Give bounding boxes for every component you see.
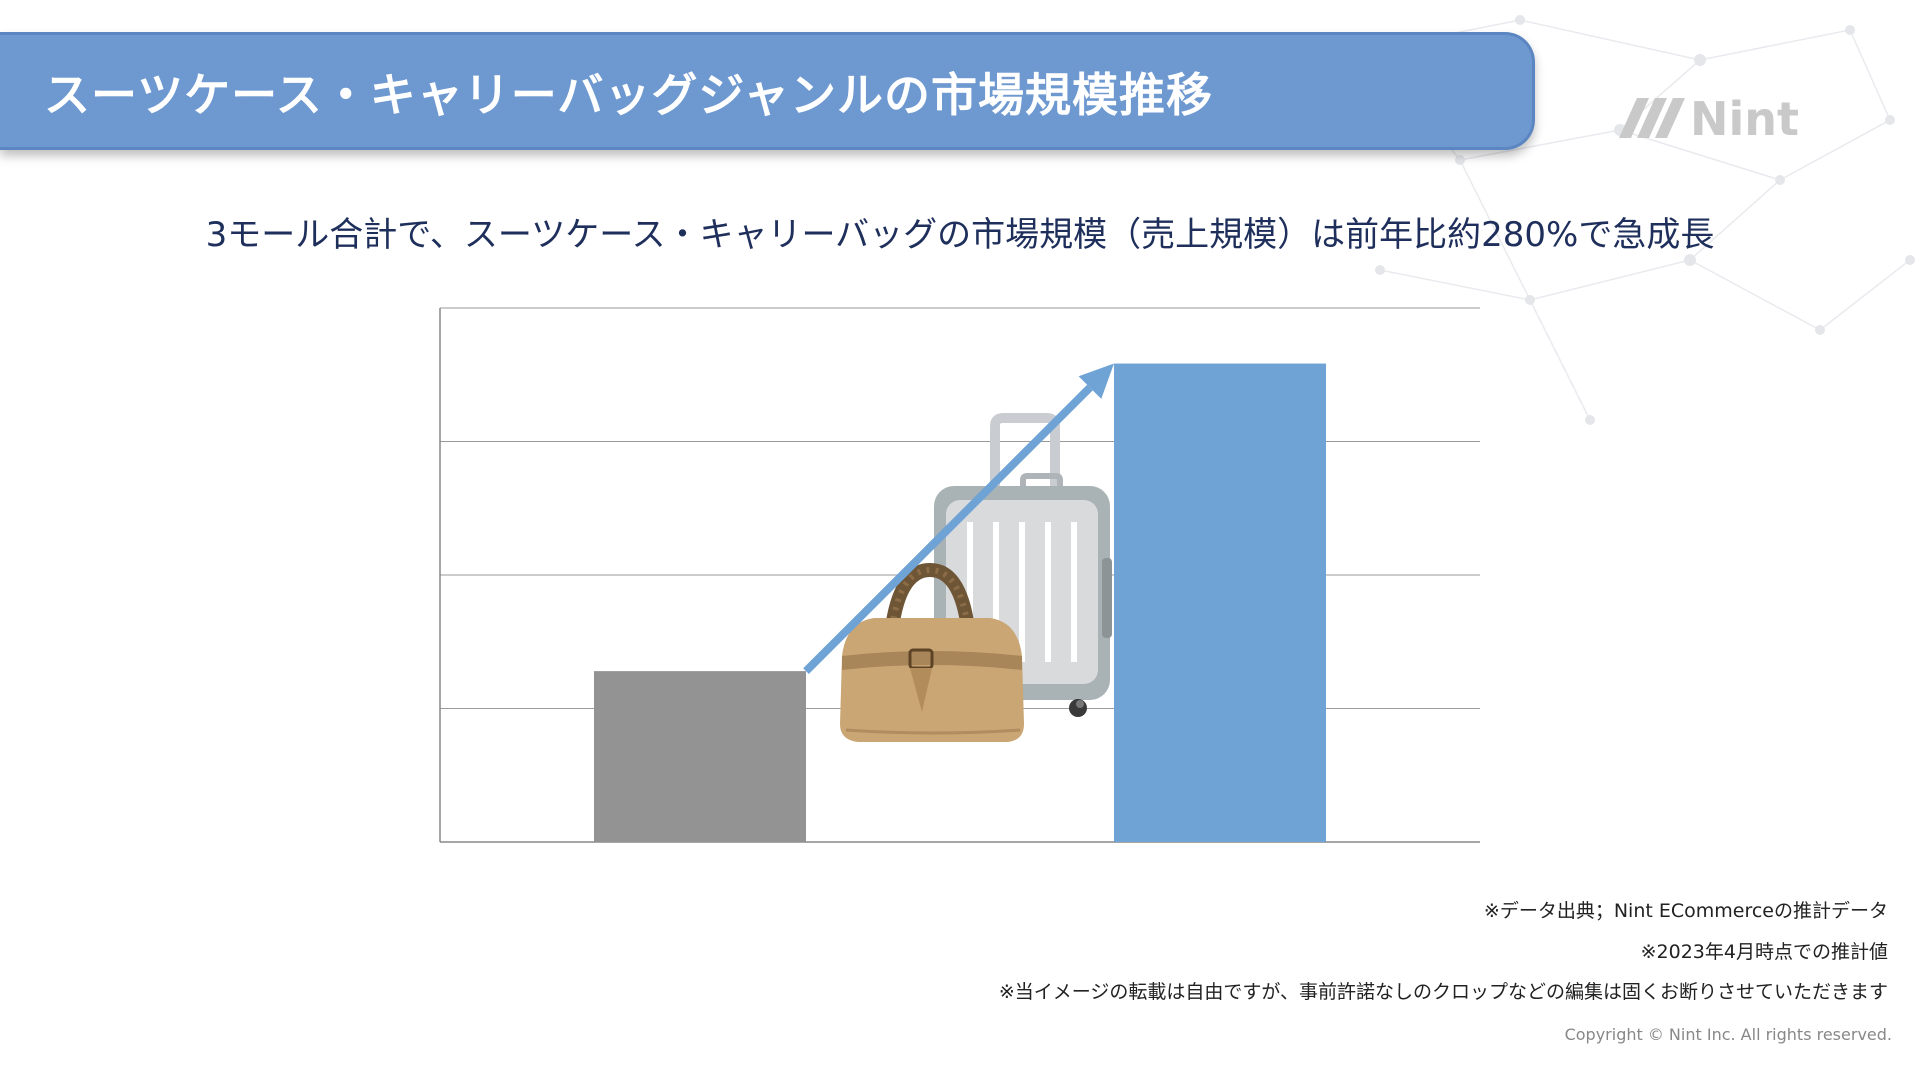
nint-logo-icon [1619,98,1685,138]
copyright-text: Copyright © Nint Inc. All rights reserve… [1564,1025,1892,1044]
bar-1 [594,671,806,842]
note-usage-policy: ※当イメージの転載は自由ですが、事前許諾なしのクロップなどの編集は固くお断りさせ… [998,981,1888,1003]
growth-arrow [803,363,1114,674]
growth-arrow-shaft [803,384,1093,674]
bar-2 [1114,363,1326,842]
header-banner: スーツケース・キャリーバッグジャンルの市場規模推移 [0,32,1535,150]
chart-subtitle: 3モール合計で、スーツケース・キャリーバッグの市場規模（売上規模）は前年比約28… [205,215,1715,255]
note-estimate-date: ※2023年4月時点での推計値 [1640,941,1888,963]
luggage-illustration [840,413,1112,742]
logo-text: Nint [1690,92,1800,146]
page-title: スーツケース・キャリーバッグジャンルの市場規模推移 [44,68,1214,122]
note-data-source: ※データ出典；Nint ECommerceの推計データ [1483,900,1888,922]
bar-chart: 2022年1月〜3月2023年1月〜3月 [439,307,1480,843]
growth-arrow-head [1078,363,1114,399]
